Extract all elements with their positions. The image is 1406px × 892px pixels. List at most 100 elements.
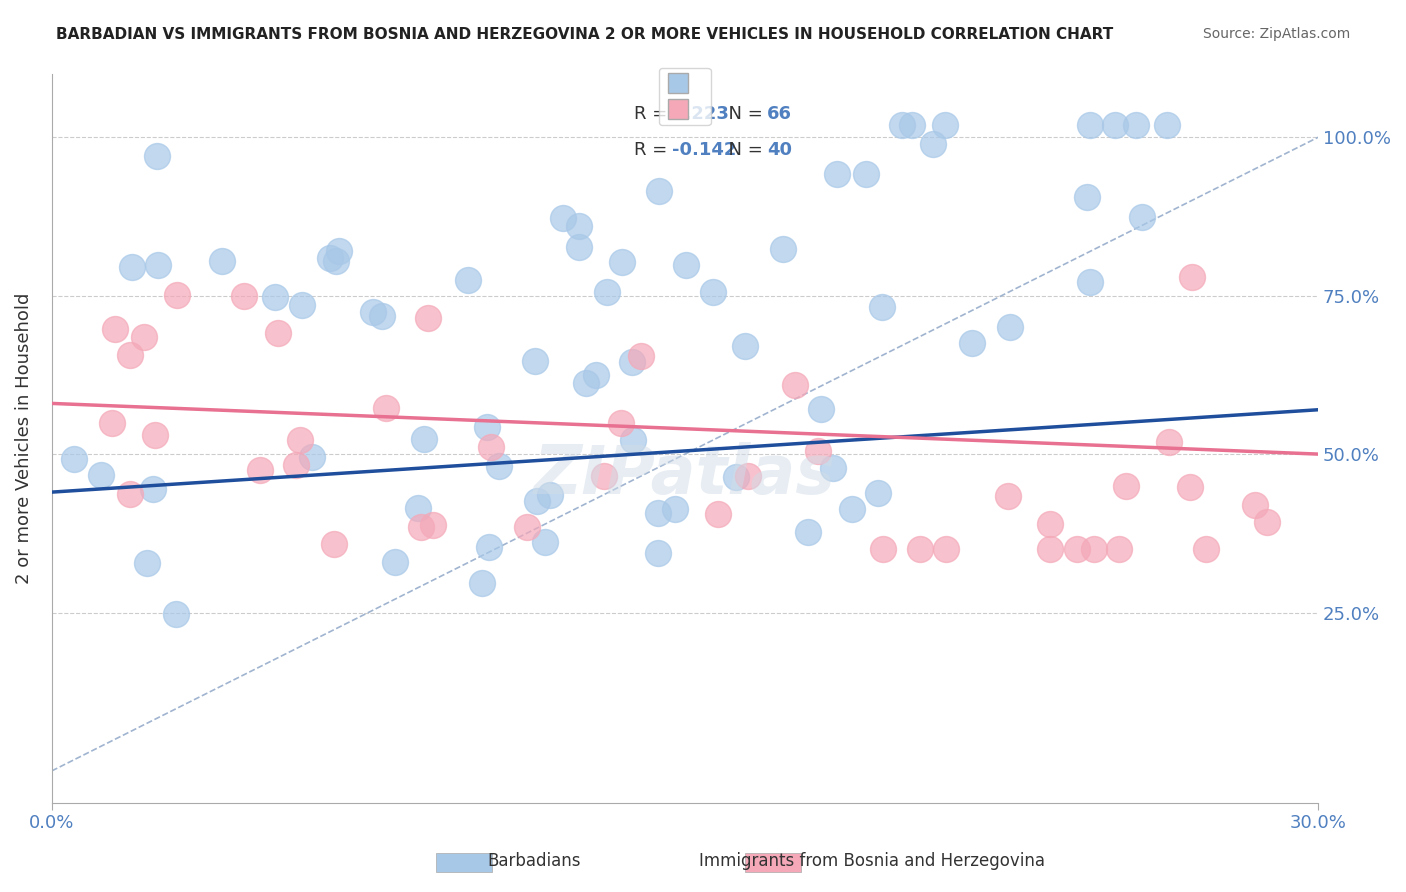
Point (1076, 190, 1098, 204)
Point (249, 463, 271, 477)
Point (325, 254, 347, 268)
Point (1156, 118, 1178, 132)
Point (408, 501, 430, 516)
Text: 40: 40 (768, 142, 792, 160)
Point (825, 167, 848, 181)
Point (785, 377, 807, 392)
Point (516, 520, 538, 534)
Point (592, 469, 614, 483)
Point (323, 536, 346, 550)
Point (609, 416, 631, 430)
Point (422, 518, 444, 533)
Text: N =: N = (717, 105, 768, 123)
Point (538, 488, 561, 502)
Point (1080, 275, 1102, 289)
Point (416, 311, 439, 326)
Point (841, 502, 863, 516)
Point (165, 607, 187, 621)
Point (623, 434, 645, 448)
Point (471, 576, 494, 591)
Point (1039, 542, 1062, 557)
Point (1256, 516, 1278, 530)
Point (568, 219, 591, 234)
Point (821, 461, 844, 475)
Point (233, 289, 256, 303)
Text: 0.223: 0.223 (672, 105, 730, 123)
Point (1243, 498, 1265, 512)
Point (475, 419, 498, 434)
Point (1083, 542, 1105, 557)
Point (319, 251, 342, 265)
Point (479, 440, 502, 454)
Point (997, 490, 1019, 504)
Point (101, 416, 124, 430)
Point (621, 355, 644, 369)
Point (1104, 118, 1126, 132)
Text: -0.142: -0.142 (672, 142, 737, 160)
Point (596, 285, 619, 299)
Point (104, 321, 127, 335)
Y-axis label: 2 or more Vehicles in Household: 2 or more Vehicles in Household (15, 293, 32, 584)
Point (328, 244, 350, 259)
Point (647, 506, 669, 520)
Text: R =: R = (634, 105, 673, 123)
Point (1195, 542, 1218, 557)
Point (526, 494, 548, 508)
Point (675, 258, 697, 272)
Point (1078, 118, 1101, 132)
Point (810, 401, 832, 416)
Point (374, 401, 396, 415)
Point (90, 468, 112, 483)
Point (288, 434, 311, 448)
Point (664, 502, 686, 516)
Point (935, 542, 957, 557)
Point (148, 258, 170, 272)
Point (797, 524, 820, 539)
Point (855, 167, 877, 181)
Text: Immigrants from Bosnia and Herzegovina: Immigrants from Bosnia and Herzegovina (699, 852, 1045, 870)
Point (1180, 269, 1202, 284)
Point (1130, 211, 1153, 225)
Point (284, 458, 307, 473)
Point (1159, 435, 1181, 450)
Point (1178, 480, 1201, 494)
Point (534, 535, 557, 549)
Point (866, 486, 889, 500)
Point (121, 260, 143, 274)
Point (734, 339, 756, 353)
Point (934, 118, 956, 132)
Point (1066, 542, 1088, 557)
Text: N =: N = (717, 142, 768, 160)
Point (568, 240, 591, 254)
Text: BARBADIAN VS IMMIGRANTS FROM BOSNIA AND HERZEGOVINA 2 OR MORE VEHICLES IN HOUSEH: BARBADIAN VS IMMIGRANTS FROM BOSNIA AND … (56, 27, 1114, 42)
Point (457, 273, 479, 287)
Point (143, 428, 166, 442)
Point (702, 285, 724, 299)
Point (267, 326, 290, 340)
Point (890, 118, 912, 132)
Point (63, 451, 86, 466)
Point (413, 432, 436, 446)
Legend: , : , (659, 68, 711, 126)
Point (146, 149, 169, 163)
Point (523, 354, 546, 368)
Point (908, 542, 931, 557)
Point (263, 290, 285, 304)
Point (120, 348, 142, 362)
Point (921, 136, 943, 151)
Point (737, 469, 759, 483)
Point (870, 300, 893, 314)
Point (575, 376, 598, 391)
Point (361, 304, 384, 318)
Point (707, 507, 730, 521)
Point (118, 487, 141, 501)
Point (872, 542, 894, 557)
Point (488, 459, 510, 474)
Point (585, 368, 607, 383)
Point (807, 444, 830, 458)
Text: R =: R = (634, 142, 673, 160)
Text: Source: ZipAtlas.com: Source: ZipAtlas.com (1202, 27, 1350, 41)
Point (901, 118, 924, 132)
Point (610, 255, 633, 269)
Point (370, 309, 392, 323)
